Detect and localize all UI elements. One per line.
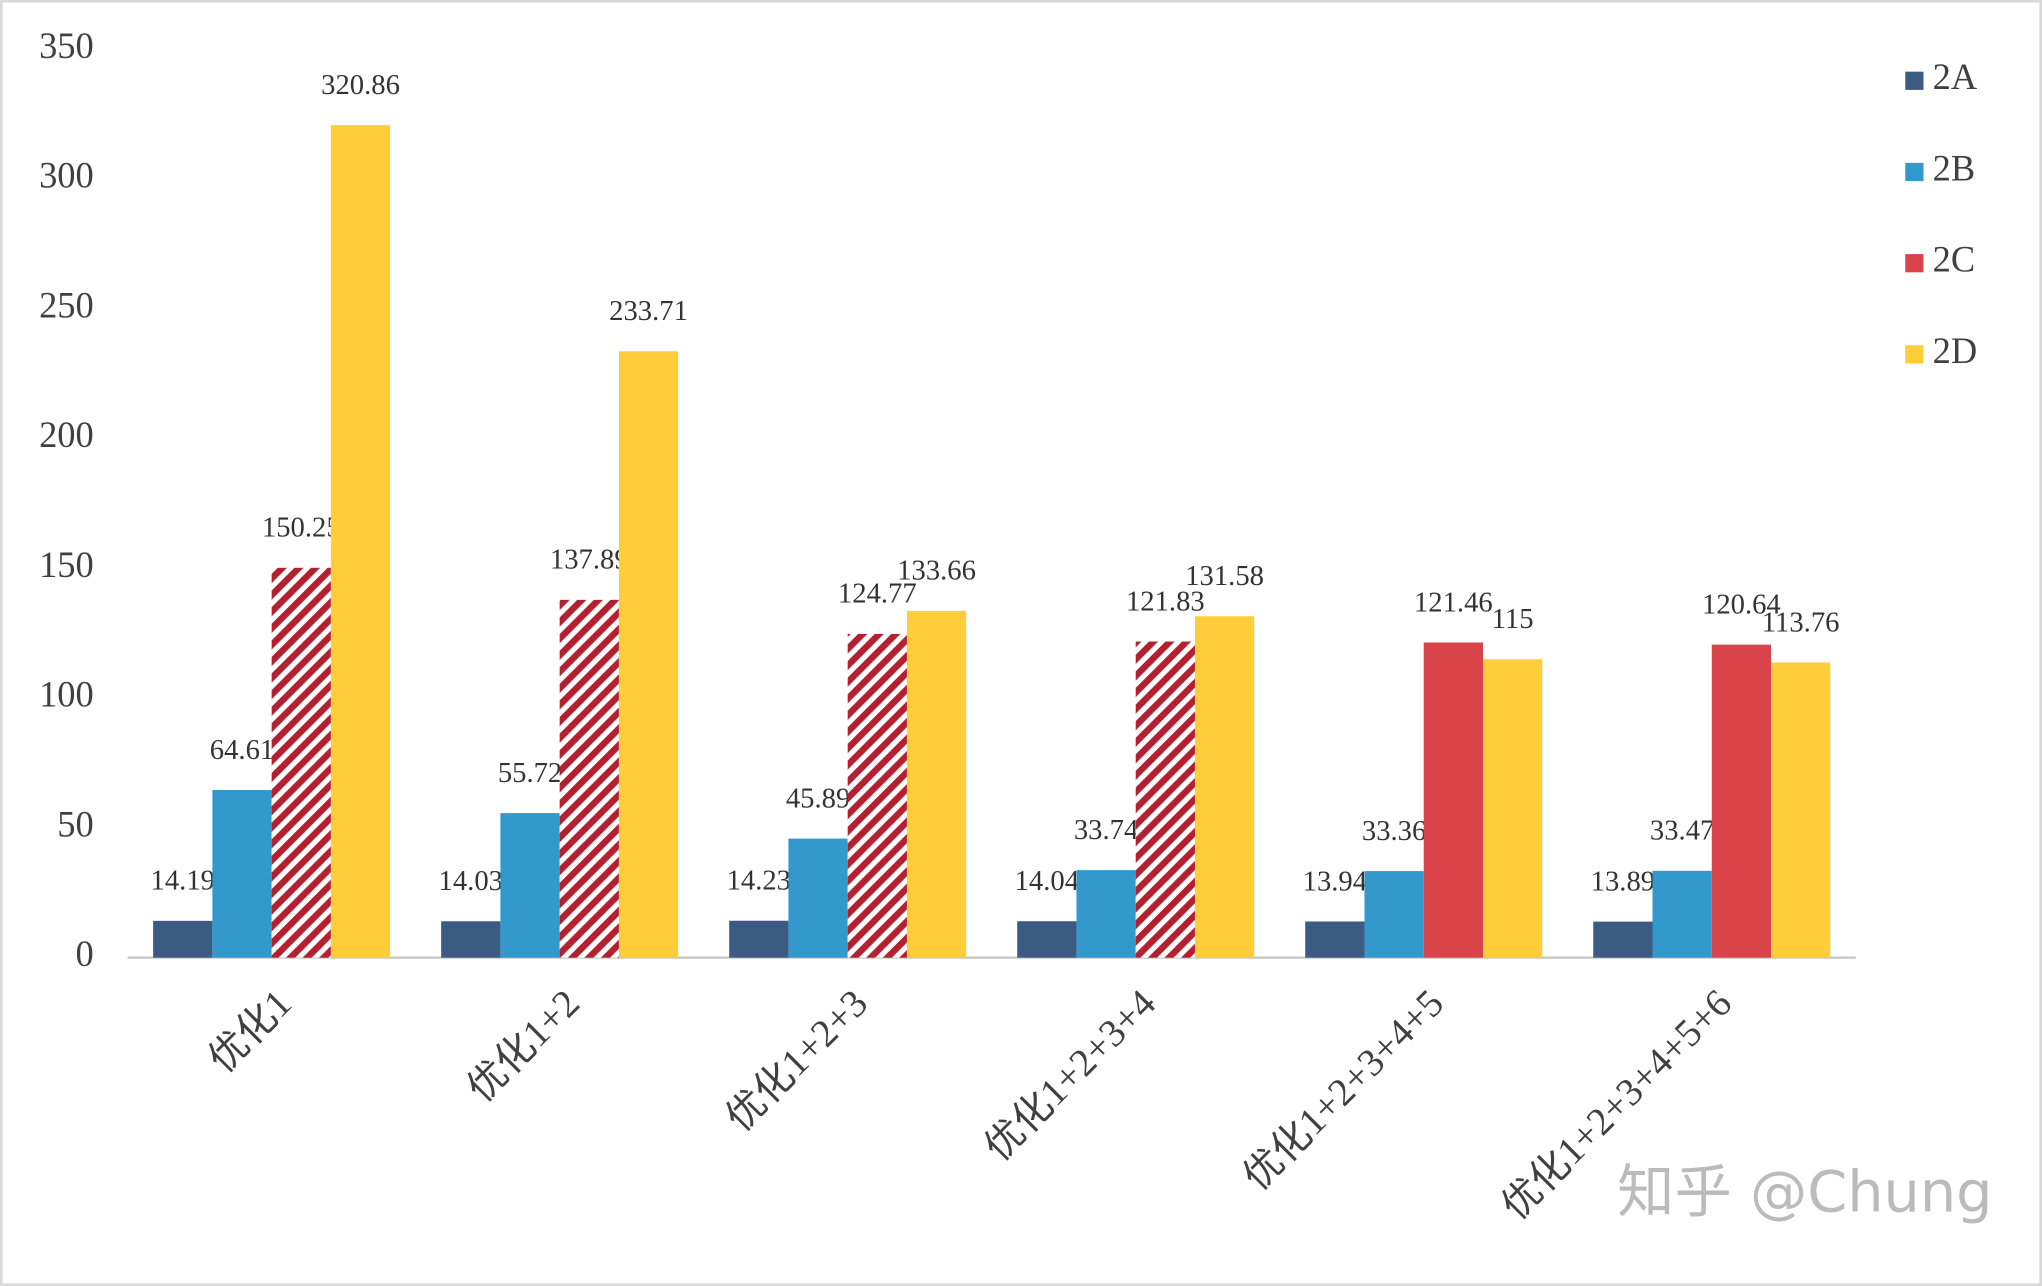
bar — [1423, 642, 1483, 958]
bar — [1593, 921, 1653, 958]
data-label: 13.94 — [1303, 865, 1367, 897]
data-label: 120.64 — [1702, 588, 1781, 620]
data-label: 14.04 — [1015, 865, 1079, 897]
data-label: 33.74 — [1074, 814, 1138, 846]
y-tick-label: 100 — [39, 675, 94, 715]
y-tick-label: 150 — [39, 545, 94, 585]
legend-label: 2B — [1933, 148, 1976, 188]
bar — [559, 599, 619, 958]
data-label: 45.89 — [786, 782, 850, 814]
bar — [1364, 871, 1424, 958]
bar — [1305, 921, 1365, 958]
y-tick-label: 50 — [57, 804, 93, 844]
legend-swatch — [1905, 71, 1924, 90]
data-label: 124.77 — [838, 578, 917, 610]
y-tick-label: 250 — [39, 285, 94, 325]
watermark: 知乎 @Chung — [1617, 1159, 1992, 1226]
bar — [500, 813, 560, 958]
data-label: 55.72 — [498, 757, 562, 789]
bar — [729, 920, 789, 958]
data-label: 131.58 — [1185, 560, 1264, 592]
data-label: 115 — [1492, 603, 1534, 635]
data-label: 14.23 — [727, 865, 791, 897]
bar — [1017, 921, 1077, 958]
bar — [441, 921, 501, 958]
legend-swatch — [1905, 162, 1924, 182]
bar — [788, 838, 848, 958]
data-label: 121.83 — [1126, 585, 1205, 617]
data-label: 137.89 — [550, 544, 629, 576]
data-label: 33.36 — [1362, 815, 1426, 847]
bar — [330, 125, 391, 958]
legend-swatch — [1905, 345, 1924, 364]
bar — [847, 633, 907, 958]
data-label: 133.66 — [897, 555, 976, 587]
data-label: 233.71 — [609, 295, 688, 327]
y-tick-label: 200 — [39, 415, 94, 455]
data-label: 14.19 — [151, 865, 215, 897]
y-tick-label: 0 — [76, 934, 94, 974]
bar — [153, 920, 213, 958]
legend-label: 2D — [1933, 331, 1978, 371]
bar — [1711, 644, 1772, 958]
bar — [1482, 659, 1543, 958]
data-label: 14.03 — [439, 865, 503, 897]
legend-swatch — [1905, 254, 1924, 273]
data-label: 64.61 — [210, 734, 274, 766]
y-tick-label: 300 — [39, 156, 94, 196]
bar — [1135, 641, 1195, 958]
data-label: 33.47 — [1650, 815, 1714, 847]
bar — [271, 567, 331, 958]
bar — [906, 610, 967, 958]
bar — [1076, 870, 1136, 958]
bar — [618, 351, 679, 958]
data-label: 320.86 — [321, 69, 400, 101]
data-label: 113.76 — [1762, 606, 1840, 638]
legend-label: 2C — [1933, 240, 1976, 280]
data-label: 121.46 — [1414, 586, 1493, 618]
legend-label: 2A — [1933, 57, 1978, 97]
bar — [212, 790, 272, 958]
data-label: 150.25 — [262, 512, 341, 544]
data-label: 13.89 — [1591, 865, 1655, 897]
bar — [1194, 616, 1255, 958]
bar — [1652, 870, 1712, 958]
bar — [1771, 662, 1831, 958]
y-tick-label: 350 — [39, 26, 94, 66]
